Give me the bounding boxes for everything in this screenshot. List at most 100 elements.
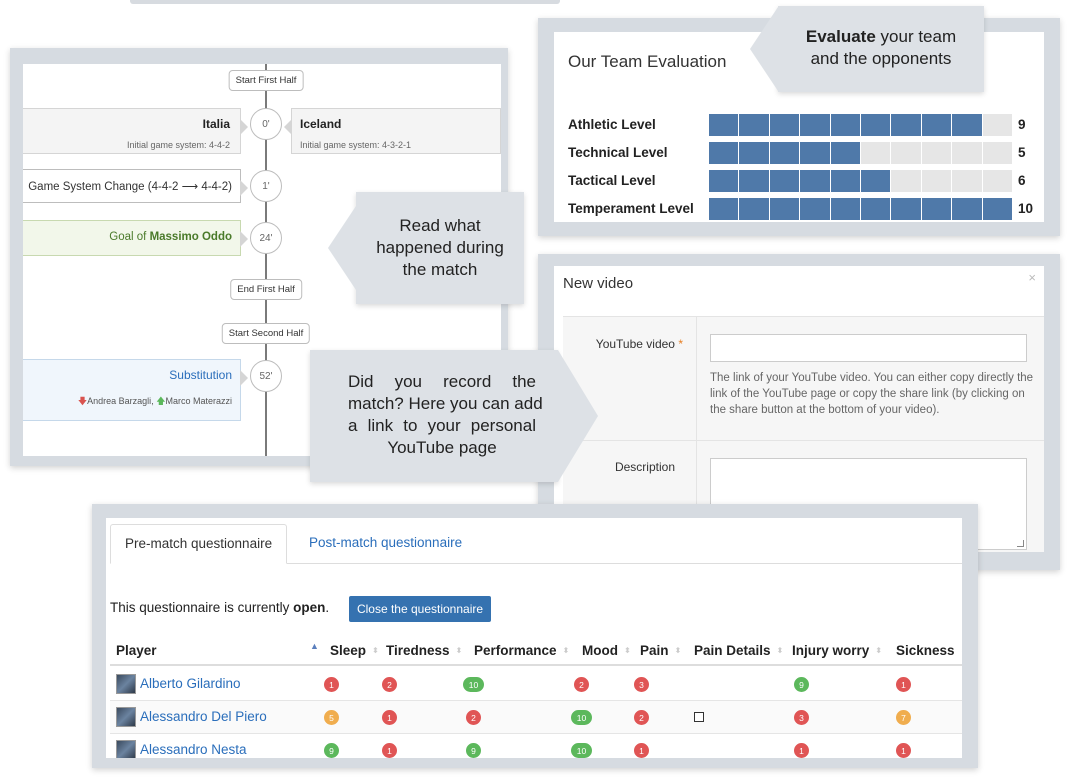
column-header[interactable]: Pain ⬍ (640, 643, 681, 658)
evaluation-bar-segment (709, 114, 739, 136)
evaluation-bar-segment (952, 142, 982, 164)
tiredness-score-badge: 2 (382, 677, 397, 692)
tiredness-score-badge: 1 (382, 743, 397, 758)
evaluation-bar-segment (861, 114, 891, 136)
player-name-link[interactable]: Alessandro Del Piero (140, 709, 267, 724)
callout-read: Read what happened during the match (356, 192, 524, 304)
minute-24: 24' (250, 222, 282, 254)
sort-icon[interactable]: ⬍ (455, 646, 463, 655)
sort-icon[interactable]: ⬍ (875, 646, 882, 655)
goal-prefix: Goal of (109, 231, 147, 243)
evaluation-label: Technical Level (568, 145, 668, 160)
status-value: open (293, 600, 326, 615)
column-header[interactable]: Injury worry ⬍ (792, 643, 882, 658)
pain-details-checkbox[interactable] (694, 712, 704, 722)
player-name-link[interactable]: Alberto Gilardino (140, 676, 241, 691)
evaluation-bar-segment (739, 170, 769, 192)
evaluation-row: Technical Level 5 (568, 142, 1038, 164)
home-team-name: Italia (202, 117, 230, 131)
evaluation-bar-segment (709, 170, 739, 192)
evaluation-bar-segment (800, 114, 830, 136)
evaluation-bar-segment (800, 170, 830, 192)
away-team-box: Iceland Initial game system: 4-3-2-1 (284, 108, 501, 154)
sort-icon[interactable]: ⬍ (624, 646, 631, 655)
evaluation-bar-segment (830, 170, 861, 192)
column-header[interactable]: Tiredness ⬍ (386, 643, 462, 658)
table-row: Alessandro Nesta 9 1 9 10 1 1 1 (110, 734, 962, 758)
form-divider (696, 317, 697, 552)
column-header[interactable]: Sleep ⬍ (330, 643, 379, 658)
column-header[interactable]: Player (116, 643, 157, 658)
sickness-score-badge: 7 (896, 710, 911, 725)
column-header-label: Player (116, 643, 157, 658)
event-end-first-half: End First Half (230, 279, 302, 300)
sickness-score-badge: 1 (896, 743, 911, 758)
home-team-box: Italia Initial game system: 4-4-2 (23, 108, 248, 154)
avatar (116, 740, 136, 758)
evaluation-bar (709, 170, 1013, 192)
timeline-axis (265, 64, 267, 456)
performance-score-badge: 10 (463, 677, 484, 692)
substitution-title: Substitution (169, 368, 232, 382)
evaluation-bar-segment (982, 170, 1013, 192)
sickness-score-badge: 1 (896, 677, 911, 692)
callout-record-line4: YouTube page (387, 438, 497, 457)
column-header[interactable]: Sickness ⬍ (896, 643, 962, 658)
tab-post-match[interactable]: Post-match questionnaire (309, 535, 463, 550)
evaluation-bar-segment (830, 198, 861, 220)
callout-evaluate-line1: Evaluate your team (778, 26, 984, 48)
sort-icon[interactable]: ⬍ (372, 646, 379, 655)
evaluation-bar-segment (769, 114, 800, 136)
column-header[interactable]: Mood ⬍ (582, 643, 631, 658)
column-header[interactable]: Pain Details ⬍ (694, 643, 783, 658)
evaluation-bar-segment (982, 198, 1013, 220)
evaluation-bar-segment (769, 170, 800, 192)
sort-icon[interactable]: ⬍ (961, 646, 962, 655)
pain-score-badge: 3 (634, 677, 649, 692)
close-icon[interactable]: × (1028, 270, 1036, 285)
sort-icon[interactable]: ⬍ (776, 646, 784, 655)
mood-score-badge: 10 (571, 743, 592, 758)
goal-event-text: Goal of Massimo Oddo (109, 231, 232, 243)
evaluation-bar (709, 198, 1013, 220)
callout-evaluate-rest: your team (880, 27, 957, 46)
event-start-first-half: Start First Half (228, 70, 304, 91)
evaluation-bar-segment (709, 198, 739, 220)
callout-read-line1: Read what (399, 216, 481, 235)
tiredness-score-badge: 1 (382, 710, 397, 725)
evaluation-bar-segment (709, 142, 739, 164)
avatar (116, 674, 136, 694)
evaluation-value: 5 (1018, 145, 1026, 160)
sort-icon[interactable]: ⬍ (562, 646, 570, 655)
sub-in-player: Marco Materazzi (165, 396, 232, 406)
sub-separator: , (151, 396, 154, 406)
evaluation-bar-segment (952, 198, 982, 220)
evaluation-bar (709, 142, 1013, 164)
column-header-label: Sickness (896, 643, 955, 658)
tab-pre-match[interactable]: Pre-match questionnaire (110, 524, 288, 564)
status-suffix: . (325, 600, 330, 615)
callout-record-line2: match? Here you can add (348, 394, 543, 413)
system-change-box: Game System Change (4-4-2 ⟶ 4-4-2) (23, 169, 248, 203)
column-header-label: Performance (474, 643, 557, 658)
youtube-url-input[interactable] (710, 334, 1027, 362)
injury-score-badge: 1 (794, 743, 809, 758)
event-start-second-half: Start Second Half (221, 323, 311, 344)
evaluation-bar-segment (800, 142, 830, 164)
questionnaire-card: Pre-match questionnaire Post-match quest… (92, 504, 978, 768)
sort-icon[interactable]: ⬍ (674, 646, 682, 655)
sort-ascending-icon[interactable]: ▲ (310, 641, 319, 651)
column-header-label: Injury worry (792, 643, 870, 658)
sleep-score-badge: 5 (324, 710, 339, 725)
callout-record-line1: Did you record the (348, 372, 536, 391)
player-name-link[interactable]: Alessandro Nesta (140, 742, 247, 757)
mood-score-badge: 2 (574, 677, 589, 692)
questionnaire: Pre-match questionnaire Post-match quest… (106, 518, 962, 758)
evaluation-bar-segment (952, 114, 982, 136)
sleep-score-badge: 9 (324, 743, 339, 758)
evaluation-bar-segment (921, 198, 952, 220)
close-questionnaire-button[interactable]: Close the questionnaire (349, 596, 491, 622)
evaluation-row: Athletic Level 9 (568, 114, 1038, 136)
table-row: Alessandro Del Piero 5 1 2 10 2 3 7 (110, 701, 962, 734)
column-header[interactable]: Performance ⬍ (474, 643, 569, 658)
